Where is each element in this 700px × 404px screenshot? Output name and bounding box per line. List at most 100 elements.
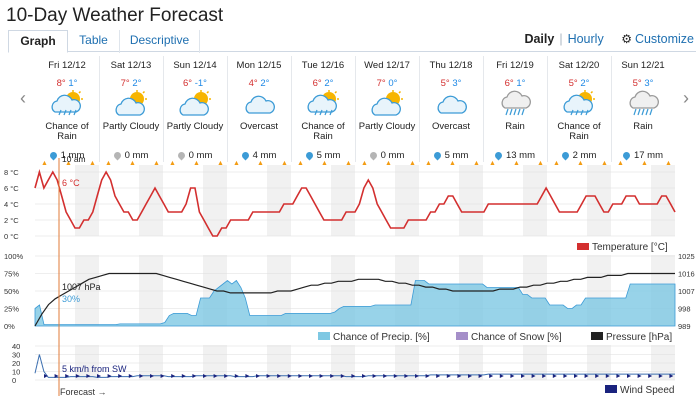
- wind-barb-marker: [245, 374, 250, 378]
- hourly-link[interactable]: Hourly: [567, 32, 604, 46]
- night-band: [331, 345, 355, 380]
- day-column[interactable]: Fri 12/19 6° 1° Rain 13 mm ▲ ▲ ▲: [483, 56, 547, 167]
- wind-barb-marker: [44, 374, 48, 378]
- wind-direction-icon: ▲: [153, 160, 160, 167]
- pressure-tick-label: 1025: [678, 252, 695, 261]
- tab-table[interactable]: Table: [68, 30, 120, 53]
- tab-descriptive[interactable]: Descriptive: [120, 30, 200, 53]
- day-column[interactable]: Wed 12/17 7° 0° Partly Cloudy 0 mm ▲ ▲ ▲: [355, 56, 419, 167]
- day-column[interactable]: Mon 12/15 4° 2° Overcast 4 mm ▲ ▲ ▲: [227, 56, 291, 167]
- day-column[interactable]: Thu 12/18 5° 3° Overcast 5 mm ▲ ▲ ▲: [419, 56, 483, 167]
- prev-days-arrow[interactable]: ‹: [20, 88, 26, 108]
- wind-barb-marker: [563, 374, 568, 378]
- precip-tick-label: 0%: [4, 322, 15, 331]
- wind-direction-icon: ▲: [577, 160, 584, 167]
- wind-direction-icon: ▲: [217, 160, 224, 167]
- tab-graph[interactable]: Graph: [8, 30, 68, 53]
- wind-barb-marker: [139, 374, 144, 378]
- wind-barb-marker: [234, 374, 239, 378]
- wind-barb-marker: [468, 374, 472, 378]
- day-precipitation: 17 mm: [611, 150, 675, 161]
- min-temp: 2°: [132, 78, 142, 89]
- night-band: [75, 255, 99, 326]
- day-column[interactable]: Sat 12/20 5° 2° Chance of Rain 2 mm ▲ ▲ ▲: [547, 56, 611, 167]
- wind-direction-icon: ▲: [169, 160, 176, 167]
- wind-legend-swatch: [605, 385, 617, 393]
- wind-barb-marker: [266, 374, 271, 378]
- wind-direction-icon: ▲: [617, 160, 624, 167]
- next-days-arrow[interactable]: ›: [683, 88, 689, 108]
- day-precipitation: 1 mm: [35, 150, 99, 161]
- rain-icon: [499, 90, 533, 116]
- wind-barb-marker: [510, 374, 515, 378]
- min-temp: -1°: [194, 78, 207, 89]
- day-condition: Chance of Rain: [557, 121, 601, 142]
- view-mode-switch: Daily | Hourly ⚙ Customize: [524, 32, 694, 46]
- precip-area: [34, 279, 676, 327]
- precip-amount: 0 mm: [380, 150, 405, 161]
- wind-direction-icon: ▲: [65, 160, 72, 167]
- day-temperatures: 5° 3°: [611, 78, 675, 89]
- wind-barb-marker: [584, 374, 589, 378]
- night-band: [587, 345, 611, 380]
- daily-link[interactable]: Daily: [524, 32, 555, 46]
- wind-direction-icon: ▲: [41, 160, 48, 167]
- wind-barb-marker: [128, 374, 133, 378]
- wind-direction-icon: ▲: [281, 160, 288, 167]
- day-label: Tue 12/16: [301, 60, 345, 71]
- wind-barb-marker: [489, 374, 494, 378]
- day-column[interactable]: Sun 12/21 5° 3° Rain 17 mm ▲ ▲ ▲: [611, 56, 675, 167]
- day-column[interactable]: Sun 12/14 6° -1° Partly Cloudy 0 mm ▲ ▲ ▲: [163, 56, 227, 167]
- wind-direction-icon: ▲: [425, 160, 432, 167]
- wind-barb-marker: [446, 374, 451, 378]
- rain-cloud-icon: [563, 90, 597, 116]
- wind-direction-icon: ▲: [449, 160, 456, 167]
- day-separator: [419, 56, 420, 162]
- customize-link[interactable]: ⚙ Customize: [621, 32, 694, 46]
- snow-legend-label: Chance of Snow [%]: [471, 332, 562, 343]
- day-column[interactable]: Tue 12/16 6° 2° Chance of Rain 5 mm ▲ ▲ ▲: [291, 56, 355, 167]
- max-temp: 5°: [568, 78, 578, 89]
- day-condition: Chance of Rain: [45, 121, 89, 142]
- wind-barb-marker: [531, 374, 536, 378]
- day-precipitation: 5 mm: [419, 150, 483, 161]
- day-label: Fri 12/19: [496, 60, 534, 71]
- wind-direction-icon: ▲: [129, 160, 136, 167]
- wind-barb-marker: [86, 374, 91, 378]
- day-precipitation: 0 mm: [99, 150, 163, 161]
- wind-direction-icon: ▲: [345, 160, 352, 167]
- wind-barb-marker: [107, 374, 112, 378]
- day-condition: Overcast: [239, 121, 278, 132]
- night-band: [75, 345, 99, 380]
- night-band: [139, 165, 163, 236]
- wind-barb-marker: [436, 374, 441, 378]
- night-band: [139, 345, 163, 380]
- wind-tick-label: 20: [12, 359, 20, 368]
- wind-direction-icon: ▲: [601, 160, 608, 167]
- wind-barb-marker: [287, 374, 292, 378]
- wind-barb-marker: [627, 374, 631, 378]
- day-separator: [611, 56, 612, 162]
- night-band: [651, 165, 675, 236]
- precip-legend-swatch: [318, 332, 330, 340]
- day-temperatures: 8° 1°: [35, 78, 99, 89]
- wind-direction-icon: ▲: [321, 160, 328, 167]
- day-column[interactable]: Sat 12/13 7° 2° Partly Cloudy 0 mm ▲ ▲ ▲: [99, 56, 163, 167]
- wind-barb-marker: [372, 374, 377, 378]
- day-column[interactable]: Fri 12/12 8° 1° Chance of Rain 1 mm ▲ ▲ ▲: [35, 56, 99, 167]
- pressure-legend-swatch: [591, 332, 603, 340]
- snow-legend-swatch: [456, 332, 468, 340]
- day-condition: Partly Cloudy: [102, 121, 160, 132]
- rain-icon: [627, 90, 661, 116]
- day-separator: [163, 56, 164, 162]
- wind-tick-label: 30: [12, 351, 20, 360]
- wind-tick-label: 0: [12, 376, 16, 385]
- day-separator: [99, 56, 100, 162]
- wind-barb-marker: [203, 374, 207, 378]
- day-condition: Rain: [633, 121, 653, 132]
- night-band: [587, 165, 611, 236]
- max-temp: 6°: [312, 78, 322, 89]
- min-temp: 0°: [388, 78, 398, 89]
- night-band: [75, 165, 99, 236]
